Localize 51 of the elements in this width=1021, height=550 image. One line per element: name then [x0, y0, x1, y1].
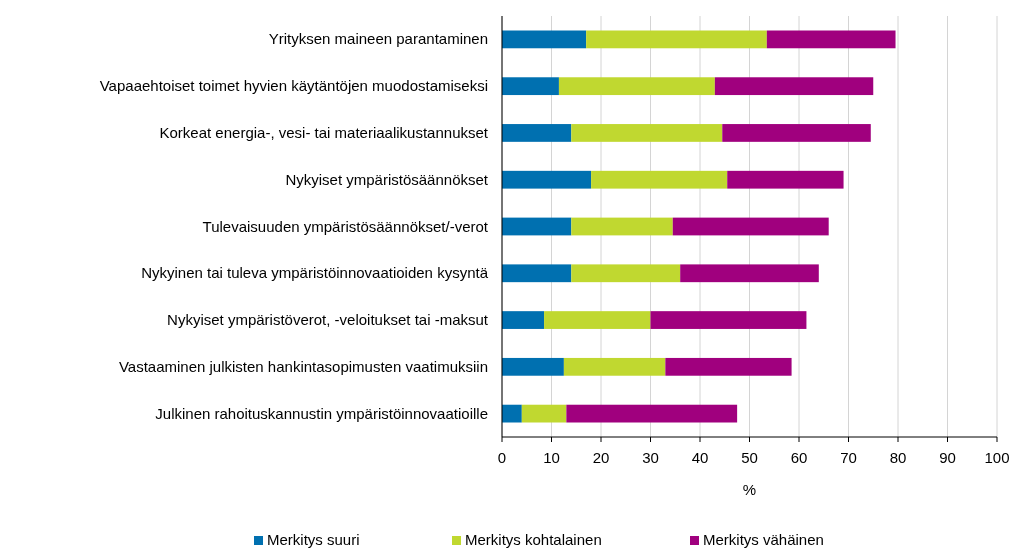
bar [502, 404, 522, 423]
x-tick-label: 30 [642, 449, 659, 466]
y-tick-label: Julkinen rahoituskannustin ympäristöinnovaatioille [155, 404, 488, 422]
y-tick-label: Tulevaisuuden ympäristösäännökset/-verot [202, 217, 489, 235]
y-tick-label: Yrityksen maineen parantaminen [268, 30, 488, 48]
y-tick-label: Vastaaminen julkisten hankintasopimusten vaatimuksiin [118, 357, 488, 375]
x-tick-label: 10 [543, 449, 560, 466]
legend-label: Merkitys kohtalainen [465, 531, 602, 548]
legend-label: Merkitys vähäinen [703, 531, 824, 548]
bar [502, 217, 572, 236]
bar [727, 170, 844, 189]
bar [586, 30, 767, 49]
bar [591, 170, 728, 189]
y-tick-label: Nykyinen tai tuleva ympäristöinnovaatioiden kysyntä [141, 264, 489, 282]
x-tick-label: 90 [939, 449, 956, 466]
y-tick-label: Nykyiset ympäristöverot, -veloitukset tai -maksut [167, 311, 489, 329]
bar [571, 264, 681, 283]
bar [766, 30, 896, 49]
bar [502, 357, 564, 376]
bar [714, 77, 874, 96]
y-tick-label: Nykyiset ympäristösäännökset [285, 170, 489, 188]
x-tick-label: 70 [840, 449, 857, 466]
x-tick-label: 60 [790, 449, 808, 466]
bar [650, 311, 807, 329]
x-tick-label: 80 [889, 449, 907, 466]
x-axis-title: % [742, 481, 757, 498]
bar [502, 170, 592, 189]
bar [502, 30, 587, 49]
x-tick-label: 20 [592, 449, 610, 466]
bar [672, 217, 829, 236]
bar [502, 264, 572, 283]
bar [502, 311, 545, 329]
y-tick-label: Vapaaehtoiset toimet hyvien käytäntöjen muodostamiseksi [99, 77, 488, 95]
bar [722, 124, 871, 142]
bar [571, 217, 673, 236]
bar [502, 124, 572, 142]
bar [571, 124, 723, 142]
x-tick-label: 40 [691, 449, 709, 466]
bar [566, 404, 738, 423]
bar [502, 77, 559, 96]
bar [665, 357, 792, 376]
bar [563, 357, 666, 376]
y-tick-label: Korkeat energia-, vesi- tai materiaalikustannukset [159, 123, 489, 141]
bar [558, 77, 715, 96]
x-tick-label: 100 [984, 449, 1010, 466]
bar [521, 404, 567, 423]
bar [680, 264, 819, 283]
x-tick-label: 0 [497, 449, 507, 466]
legend-label: Merkitys suuri [267, 531, 360, 548]
x-tick-label: 50 [741, 449, 758, 466]
bar [544, 311, 651, 329]
